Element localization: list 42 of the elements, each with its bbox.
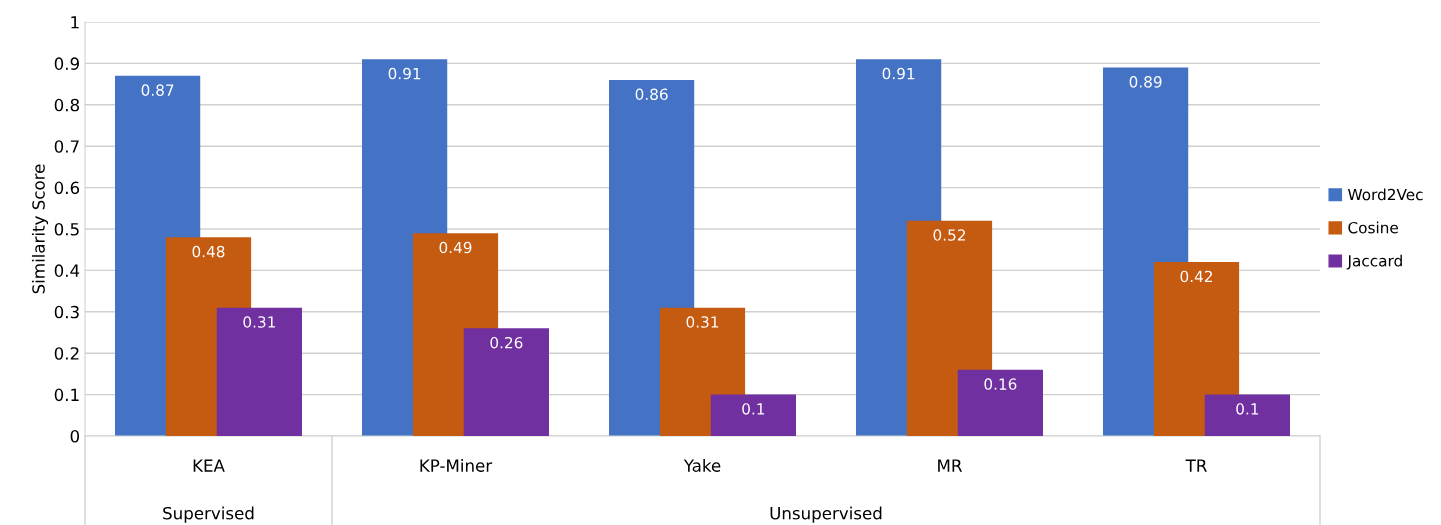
y-tick-label: 0.7 — [54, 140, 79, 153]
data-label: 0.52 — [933, 229, 965, 241]
data-label: 0.86 — [635, 88, 668, 101]
data-label: 0.49 — [439, 241, 472, 254]
y-tick-label: 0.6 — [54, 181, 80, 195]
data-label: 0.1 — [1236, 403, 1259, 415]
legend-label: Jaccard — [1346, 254, 1402, 270]
y-tick-label: 0.4 — [54, 264, 80, 277]
bar — [1204, 394, 1290, 436]
y-tick-label: 1 — [71, 16, 79, 29]
bar — [957, 369, 1043, 436]
bar — [710, 394, 796, 436]
data-label: 0.16 — [984, 378, 1017, 390]
y-tick-label: 0 — [70, 429, 80, 443]
data-label: 0.31 — [243, 316, 275, 328]
y-tick-label: 0.9 — [54, 57, 79, 70]
y-tick-label: 0.5 — [54, 222, 79, 236]
x-tick-label: Yake — [683, 458, 721, 472]
y-tick-label: 0.3 — [54, 305, 79, 319]
x-tick-label: KEA — [193, 459, 225, 472]
y-tick-label: 0.8 — [54, 98, 79, 112]
y-tick-label: 0.2 — [54, 347, 79, 360]
data-label: 0.31 — [686, 316, 719, 328]
data-label: 0.1 — [742, 403, 765, 415]
legend-label: Cosine — [1348, 221, 1398, 234]
data-label: 0.42 — [1180, 270, 1212, 283]
data-label: 0.48 — [192, 245, 225, 258]
data-label: 0.91 — [388, 67, 421, 80]
legend-label: Word2Vec — [1348, 188, 1423, 201]
text: Unsupervised — [770, 506, 882, 523]
text: Supervised — [163, 506, 254, 523]
data-label: 0.26 — [490, 336, 523, 349]
x-tick-label: MR — [938, 459, 962, 472]
data-label: 0.91 — [882, 67, 915, 80]
x-tick-label: KP-Miner — [420, 458, 493, 472]
x-tick-label: TR — [1185, 459, 1207, 472]
data-label: 0.89 — [1129, 76, 1162, 88]
bar — [463, 328, 549, 436]
y-axis-title: Similarity Score — [31, 164, 49, 294]
y-tick-label: 0.1 — [54, 388, 79, 402]
data-label: 0.87 — [141, 84, 174, 96]
bar — [216, 307, 302, 436]
